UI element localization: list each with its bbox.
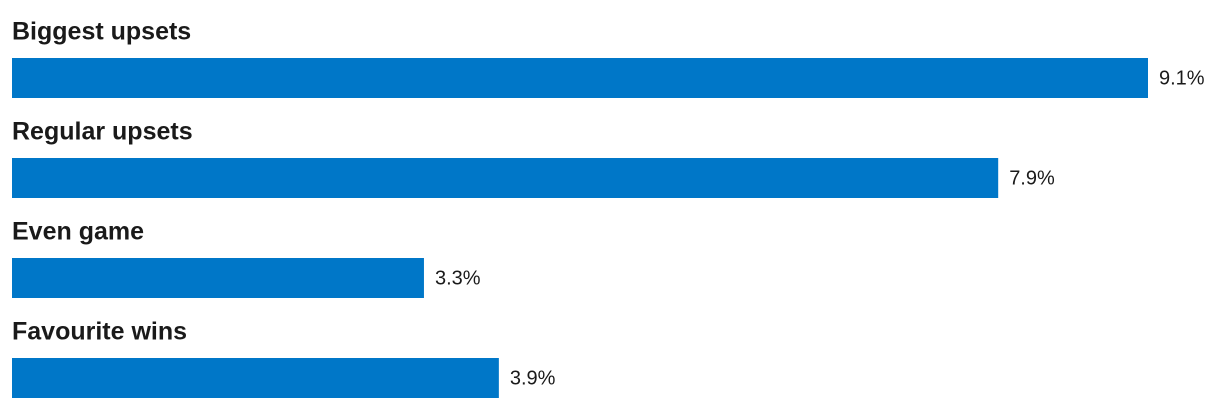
value-label: 7.9% [1009, 167, 1055, 189]
category-label: Favourite wins [12, 318, 187, 346]
category-label: Regular upsets [12, 118, 193, 146]
category-label: Biggest upsets [12, 18, 191, 46]
bar [12, 358, 499, 398]
bar [12, 158, 999, 198]
category-label: Even game [12, 218, 144, 246]
value-label: 3.3% [435, 267, 481, 289]
value-label: 9.1% [1159, 67, 1205, 89]
value-label: 3.9% [510, 367, 556, 389]
bar [12, 258, 424, 298]
bar [12, 58, 1148, 98]
